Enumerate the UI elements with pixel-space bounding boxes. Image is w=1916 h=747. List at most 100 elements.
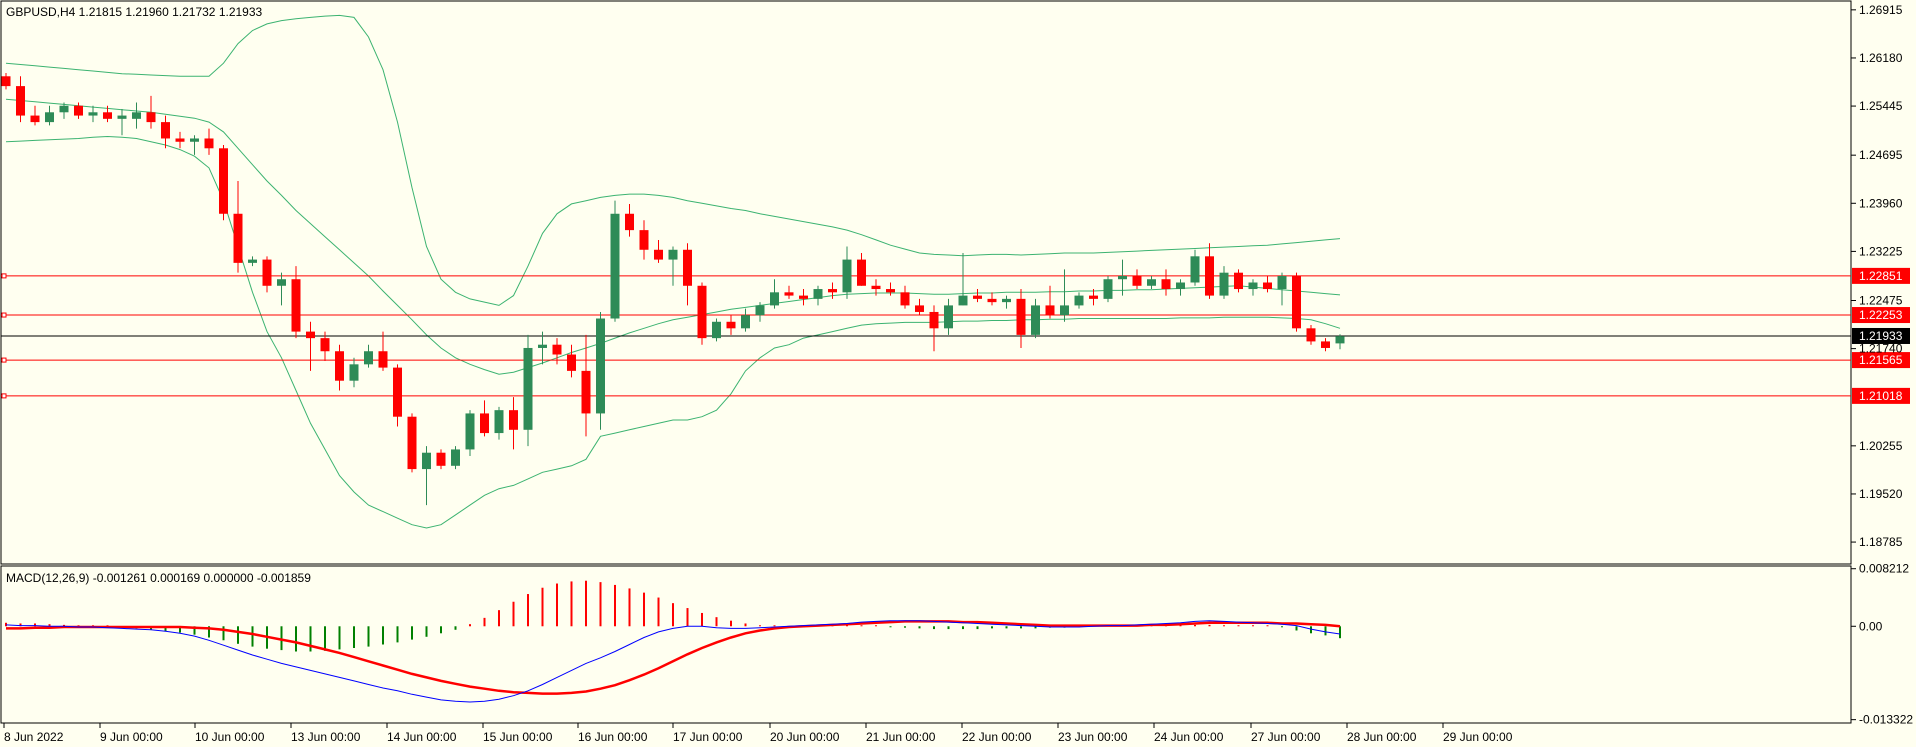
candle-body [523,347,533,430]
horizontal-levels: 1.22851 1.22253 1.21565 1.21018 1.21933 [1,267,1910,404]
price-panel[interactable] [0,0,1852,565]
bollinger-upper-line [5,14,1341,306]
macd-title: MACD(12,26,9) -0.001261 0.000169 0.00000… [6,571,311,585]
candle-body [610,213,620,319]
candle-body [1016,298,1026,335]
level-anchor-handle[interactable] [1,312,7,318]
level-price-box [1852,267,1910,284]
candle-body [1074,295,1084,306]
candle-body [204,138,214,149]
candle-body [726,321,736,329]
bollinger-bands [5,14,1341,529]
level-price-label: 1.22253 [1859,308,1903,322]
candle-body [1219,272,1229,296]
candle-body [1190,256,1200,283]
candle-body [1277,275,1287,290]
candle-body [1031,305,1040,335]
candle-body [335,351,344,381]
candle-body [349,364,359,381]
level-price-label: 1.21565 [1859,353,1903,367]
time-tick-label: 9 Jun 00:00 [100,730,163,744]
candlesticks [1,73,1345,506]
candle-body [987,298,997,303]
candle-body [248,259,257,263]
price-tick-label: 1.26180 [1859,51,1903,65]
candle-body [306,331,315,339]
candle-body [799,295,808,299]
candle-body [784,292,794,296]
price-tick-label: 1.25445 [1859,99,1903,113]
time-tick-label: 17 Jun 00:00 [673,730,743,744]
candle-body [480,413,489,434]
candle-body [509,410,518,430]
price-tick-label: 1.23225 [1859,244,1903,258]
candle-body [1234,272,1243,290]
macd-tick-label: 0.00 [1859,619,1883,633]
candle-body [161,122,170,139]
candle-body [277,279,286,286]
price-tick-label: 1.20255 [1859,439,1903,453]
candle-body [1321,341,1330,348]
time-tick-label: 22 Jun 00:00 [962,730,1032,744]
candle-body [900,292,910,306]
bollinger-middle-line [5,98,1341,375]
current-price-label: 1.21933 [1859,329,1903,343]
candle-body [1103,279,1113,299]
candle-body [393,367,402,417]
candle-body [422,452,431,470]
level-anchor-handle[interactable] [1,357,7,363]
price-tick-label: 1.19520 [1859,487,1903,501]
candle-body [1132,275,1142,286]
time-tick-label: 27 Jun 00:00 [1251,730,1321,744]
candle-body [407,416,417,470]
level-anchor-handle[interactable] [1,393,7,399]
candle-body [219,148,228,214]
candle-body [1147,279,1156,286]
level-price-label: 1.21018 [1859,389,1903,403]
candle-body [755,305,765,316]
time-tick-label: 23 Jun 00:00 [1058,730,1128,744]
time-tick-label: 28 Jun 00:00 [1347,730,1417,744]
candle-body [668,249,678,260]
price-axis: 1.26915 1.26180 1.25445 1.24695 1.23960 1.232… [1851,3,1903,549]
candle-body [1089,295,1098,299]
candle-body [958,295,968,306]
candle-body [567,354,576,371]
macd-panel[interactable] [0,565,1852,724]
level-price-box [1852,352,1910,369]
candle-body [944,305,953,329]
candle-body [1335,336,1345,344]
price-tick-label: 1.23960 [1859,196,1903,210]
candle-body [132,112,141,119]
level-price-box [1852,307,1910,324]
macd-indicator [5,580,1341,703]
candle-body [842,259,852,293]
macd-tick-label: 0.008212 [1859,562,1909,576]
candle-body [378,351,388,368]
time-axis: 8 Jun 2022 9 Jun 00:00 10 Jun 00:00 13 Jun … [3,723,1513,744]
candle-body [871,285,881,290]
macd-main-line [5,620,1341,703]
candle-body [320,338,330,352]
level-anchor-handle[interactable] [1,273,7,279]
time-tick-label: 21 Jun 00:00 [866,730,936,744]
candle-body [451,449,460,466]
candle-body [1161,279,1171,290]
candle-body [88,112,98,116]
candle-body [654,249,663,260]
candle-body [233,213,243,263]
time-tick-label: 8 Jun 2022 [4,730,64,744]
candle-body [683,249,692,286]
price-tick-label: 1.18785 [1859,535,1903,549]
price-chart-title: GBPUSD,H4 1.21815 1.21960 1.21732 1.2193… [6,5,263,19]
time-tick-label: 24 Jun 00:00 [1154,730,1224,744]
candle-body [59,105,69,113]
candle-body [770,292,779,306]
candle-body [1,76,11,87]
price-tick-label: 1.24695 [1859,148,1903,162]
candle-body [1205,256,1214,296]
candle-body [1248,282,1258,290]
candle-body [625,213,634,231]
